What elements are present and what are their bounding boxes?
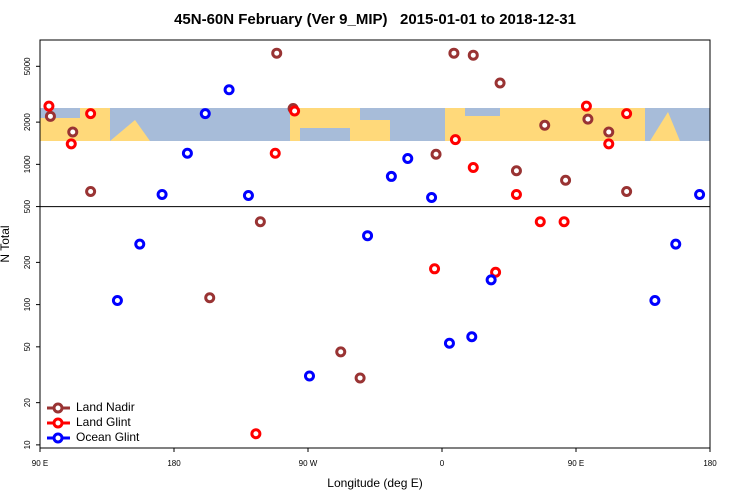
- point: [44, 110, 56, 122]
- point: [65, 138, 77, 150]
- point: [303, 370, 315, 382]
- legend-marker: [52, 432, 64, 444]
- point: [449, 134, 461, 146]
- point: [582, 113, 594, 125]
- point: [670, 238, 682, 250]
- point: [269, 147, 281, 159]
- point: [510, 165, 522, 177]
- point: [156, 188, 168, 200]
- y-tick-label: 10: [23, 440, 32, 449]
- point: [558, 216, 570, 228]
- point: [485, 274, 497, 286]
- point: [649, 294, 661, 306]
- point: [466, 331, 478, 343]
- point: [43, 100, 55, 112]
- legend-label: Land Glint: [76, 415, 131, 429]
- point: [534, 216, 546, 228]
- point: [580, 100, 592, 112]
- y-tick-label: 500: [23, 199, 32, 213]
- point: [429, 263, 441, 275]
- point: [181, 147, 193, 159]
- point: [204, 292, 216, 304]
- point: [490, 266, 502, 278]
- point: [426, 192, 438, 204]
- point: [560, 174, 572, 186]
- y-tick-label: 2000: [23, 113, 32, 131]
- point: [603, 138, 615, 150]
- x-tick-label: 90 W: [299, 459, 318, 468]
- point: [362, 230, 374, 242]
- map-band: [40, 108, 710, 141]
- legend-label: Land Nadir: [76, 400, 135, 414]
- point: [335, 346, 347, 358]
- point: [199, 108, 211, 120]
- point: [539, 119, 551, 131]
- legend-marker: [52, 402, 64, 414]
- y-tick-label: 100: [23, 297, 32, 311]
- x-tick-label: 90 E: [32, 459, 48, 468]
- point: [448, 47, 460, 59]
- plot-frame: [39, 39, 711, 449]
- point: [271, 47, 283, 59]
- y-tick-label: 200: [23, 255, 32, 269]
- point: [354, 372, 366, 384]
- point: [289, 105, 301, 117]
- y-axis-label: N Total: [0, 225, 12, 262]
- point: [134, 238, 146, 250]
- x-tick-label: 0: [440, 459, 445, 468]
- point: [467, 49, 479, 61]
- y-tick-label: 1000: [23, 155, 32, 173]
- point: [467, 161, 479, 173]
- point: [111, 294, 123, 306]
- point: [385, 170, 397, 182]
- point: [430, 148, 442, 160]
- x-tick-label: 180: [167, 459, 181, 468]
- point: [494, 77, 506, 89]
- point: [510, 188, 522, 200]
- point: [694, 188, 706, 200]
- y-tick-label: 50: [23, 342, 32, 351]
- point: [621, 108, 633, 120]
- legend-label: Ocean Glint: [76, 430, 140, 444]
- x-axis-label: Longitude (deg E): [327, 476, 422, 490]
- point: [67, 126, 79, 138]
- point: [85, 186, 97, 198]
- point: [85, 108, 97, 120]
- point: [242, 189, 254, 201]
- x-tick-label: 90 E: [568, 459, 584, 468]
- point: [402, 153, 414, 165]
- chart-title: 45N-60N February (Ver 9_MIP) 2015-01-01 …: [174, 11, 576, 28]
- point: [603, 126, 615, 138]
- point: [254, 216, 266, 228]
- point: [223, 84, 235, 96]
- point: [443, 337, 455, 349]
- legend-marker: [52, 417, 64, 429]
- y-tick-label: 5000: [23, 57, 32, 75]
- point: [621, 186, 633, 198]
- point: [250, 428, 262, 440]
- x-tick-label: 180: [703, 459, 717, 468]
- y-tick-label: 20: [23, 398, 32, 407]
